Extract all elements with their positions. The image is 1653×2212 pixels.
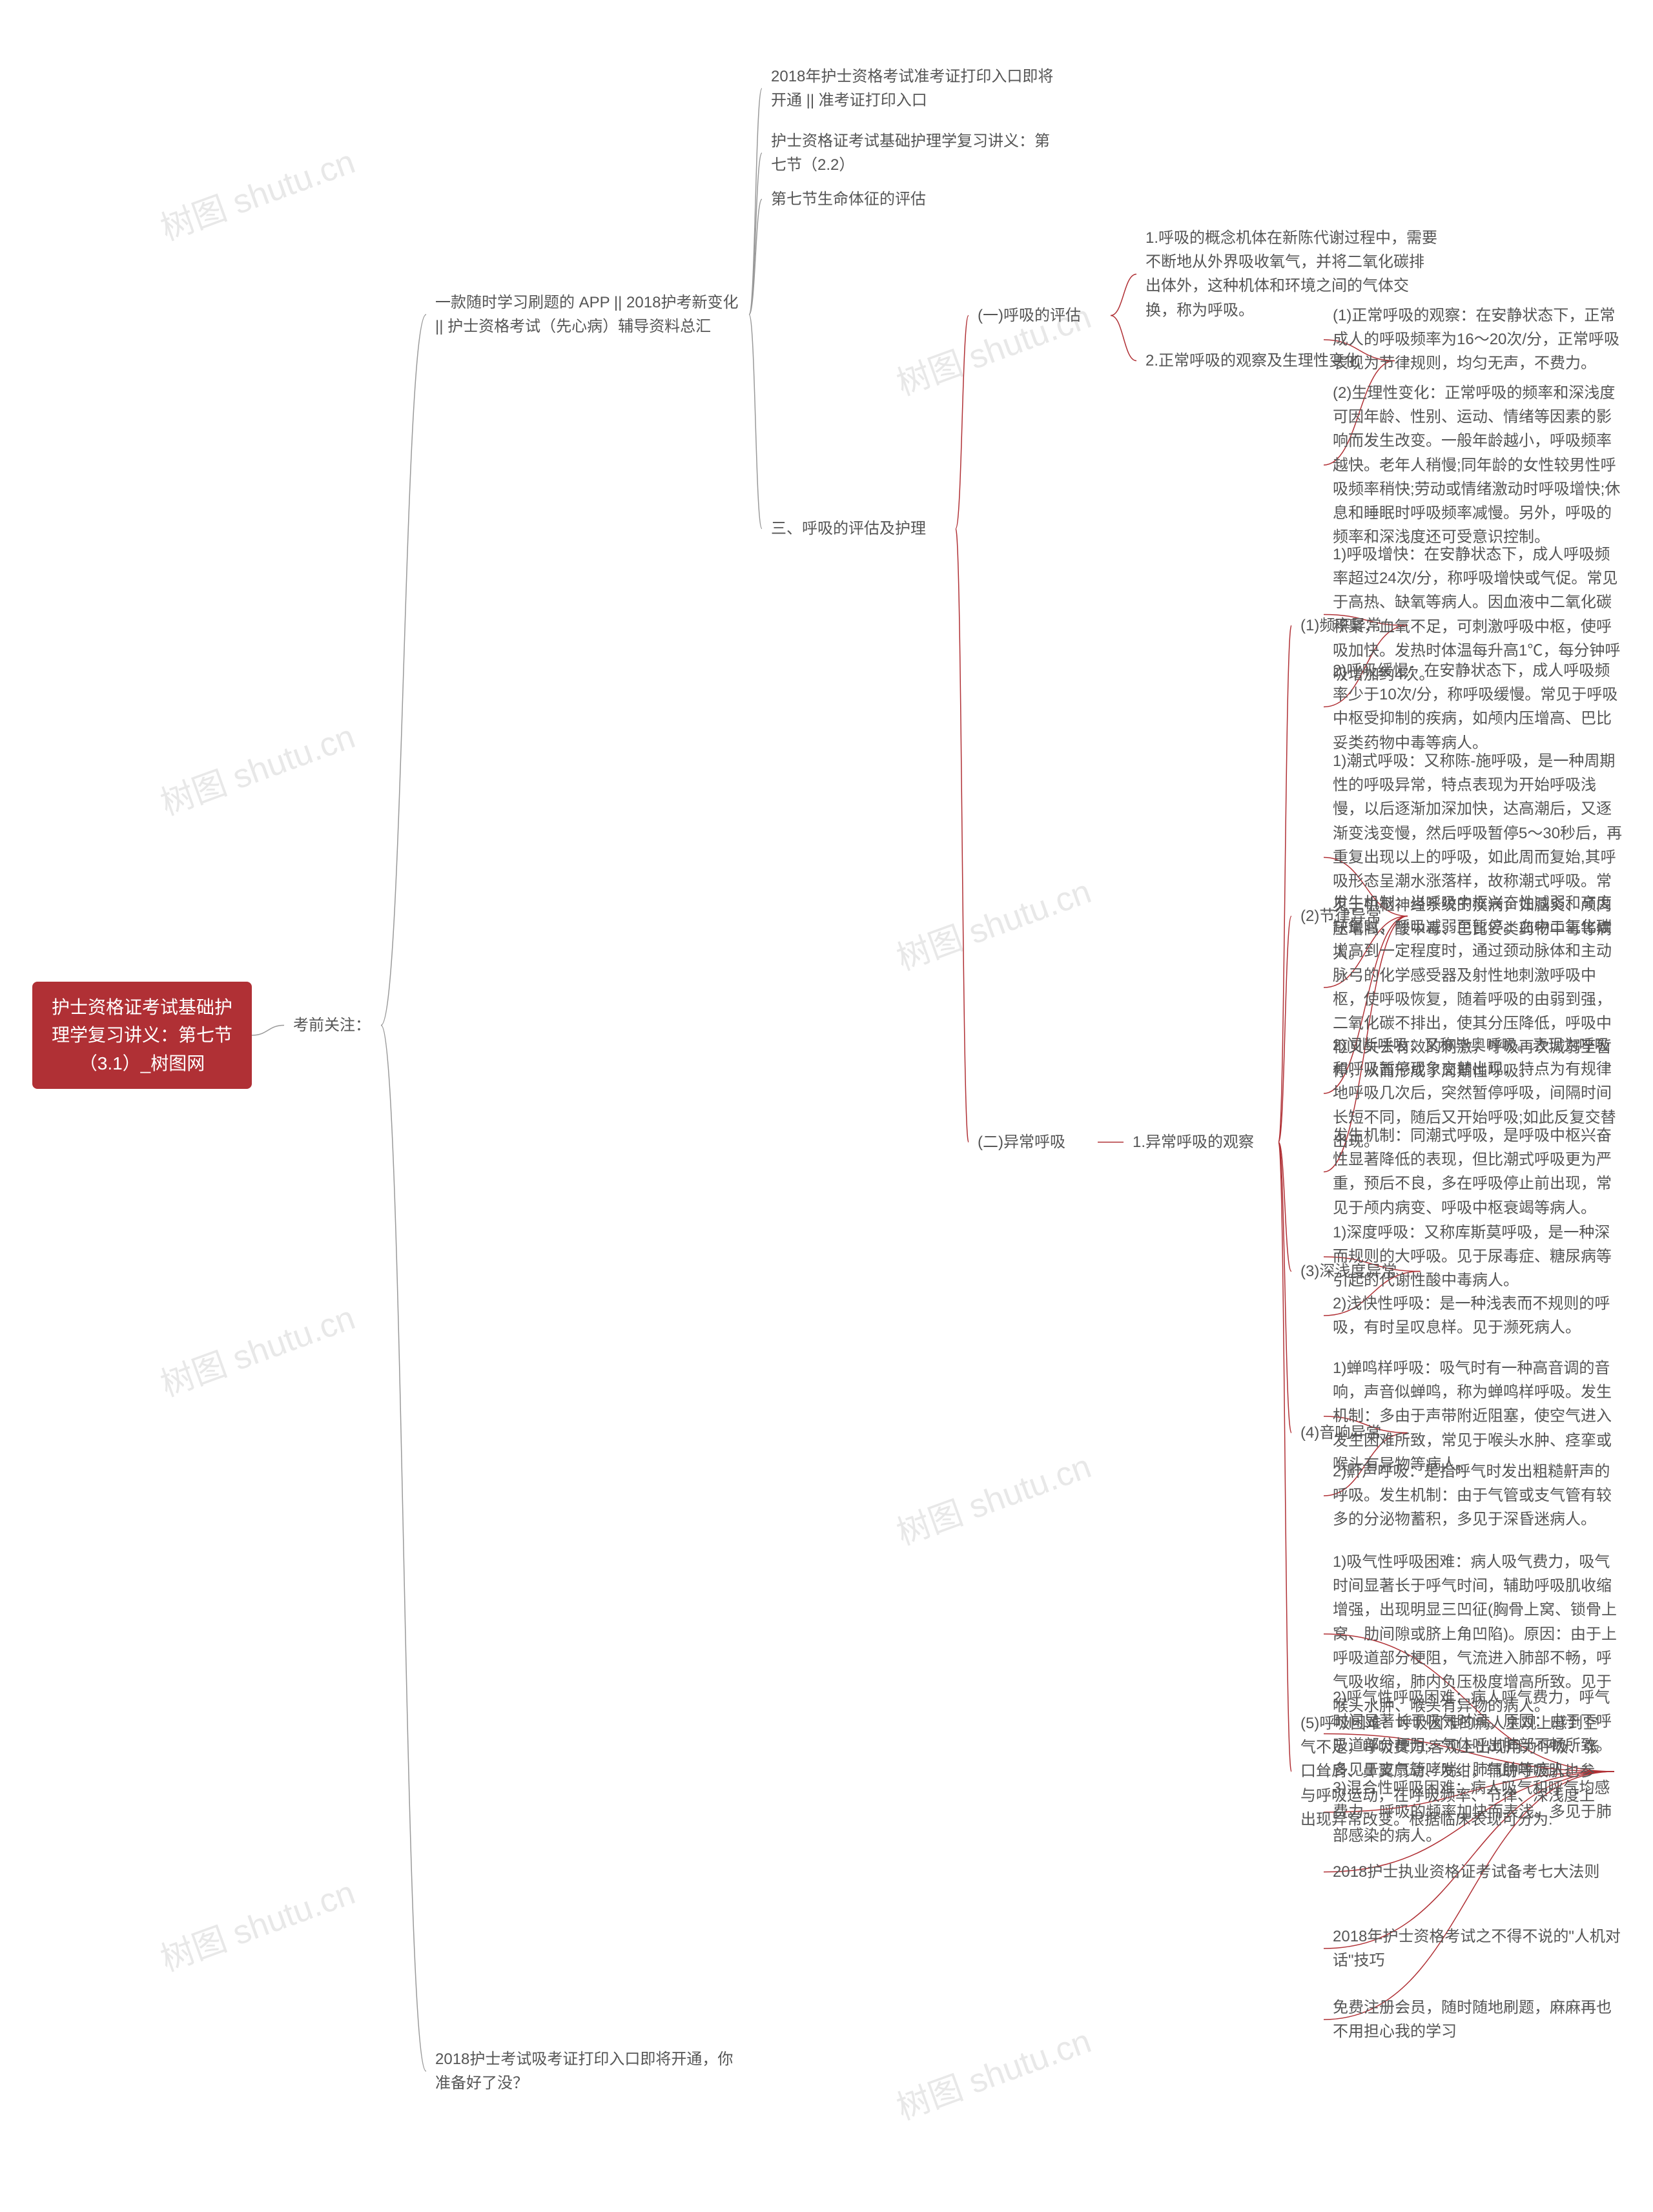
- edge: [956, 529, 969, 1142]
- edge: [1278, 1142, 1291, 1772]
- edge: [252, 1026, 284, 1036]
- watermark: 树图 shutu.cn: [153, 1865, 361, 1980]
- watermark: 树图 shutu.cn: [153, 1290, 361, 1405]
- node-f2: (2)生理性变化：正常呼吸的频率和深浅度可因年龄、性别、运动、情绪等因素的影响而…: [1324, 375, 1634, 555]
- node-d2: (二)异常呼吸: [969, 1124, 1098, 1161]
- edge: [1278, 916, 1291, 1142]
- node-g3b: 2)浅快性呼吸：是一种浅表而不规则的呼吸，有时呈叹息样。见于濒死病人。: [1324, 1285, 1634, 1346]
- node-c1: 2018年护士资格考试准考证打印入口即将开通 || 准考证打印入口: [762, 58, 1072, 119]
- node-g5f: 免费注册会员，随时随地刷题，麻麻再也不用担心我的学习: [1324, 1989, 1634, 2050]
- node-a1: 考前关注：: [284, 1007, 381, 1044]
- edge: [1111, 316, 1136, 361]
- edge: [1278, 1142, 1291, 1272]
- node-g5c: 3)混合性呼吸困难：病人吸气和呼气均感费力。呼吸的频率加快而表浅。多见于肺部感染…: [1324, 1770, 1634, 1855]
- node-g4b: 2)鼾声呼吸：是指呼气时发出粗糙鼾声的呼吸。发生机制：由于气管或支气管有较多的分…: [1324, 1453, 1634, 1538]
- node-g5e: 2018年护士资格考试之不得不说的"人机对话"技巧: [1324, 1918, 1634, 1979]
- node-c2: 护士资格证考试基础护理学复习讲义：第七节（2.2）: [762, 123, 1072, 183]
- watermark: 树图 shutu.cn: [889, 1439, 1097, 1554]
- node-b1: 一款随时学习刷题的 APP || 2018护考新变化 || 护士资格考试（先心病…: [426, 284, 749, 345]
- watermark: 树图 shutu.cn: [889, 864, 1097, 979]
- node-d1: (一)呼吸的评估: [969, 297, 1111, 334]
- node-g2d: 发生机制：同潮式呼吸，是呼吸中枢兴奋性显著降低的表现，但比潮式呼吸更为严重，预后…: [1324, 1117, 1634, 1226]
- node-g0: 1.异常呼吸的观察: [1124, 1124, 1278, 1161]
- node-g5d: 2018护士执业资格证考试备考七大法则: [1324, 1854, 1634, 1890]
- edge: [749, 88, 762, 315]
- edge: [381, 315, 426, 1026]
- edge: [1278, 626, 1291, 1142]
- watermark: 树图 shutu.cn: [889, 2014, 1097, 2129]
- edge: [749, 315, 762, 529]
- edge: [1111, 274, 1136, 316]
- node-root: 护士资格证考试基础护理学复习讲义：第七节（3.1）_树图网: [32, 982, 252, 1089]
- node-c4: 三、呼吸的评估及护理: [762, 510, 956, 547]
- node-c3: 第七节生命体征的评估: [762, 181, 1020, 218]
- edge: [1278, 1142, 1291, 1433]
- edge: [956, 316, 969, 529]
- node-b2: 2018护士考试吸考证打印入口即将开通，你准备好了没？: [426, 2041, 749, 2102]
- edge: [749, 153, 762, 315]
- edge: [381, 1026, 426, 2072]
- watermark: 树图 shutu.cn: [153, 134, 361, 249]
- edge: [749, 200, 762, 315]
- node-f1: (1)正常呼吸的观察：在安静状态下，正常成人的呼吸频率为16～20次/分，正常呼…: [1324, 297, 1634, 382]
- watermark: 树图 shutu.cn: [153, 709, 361, 824]
